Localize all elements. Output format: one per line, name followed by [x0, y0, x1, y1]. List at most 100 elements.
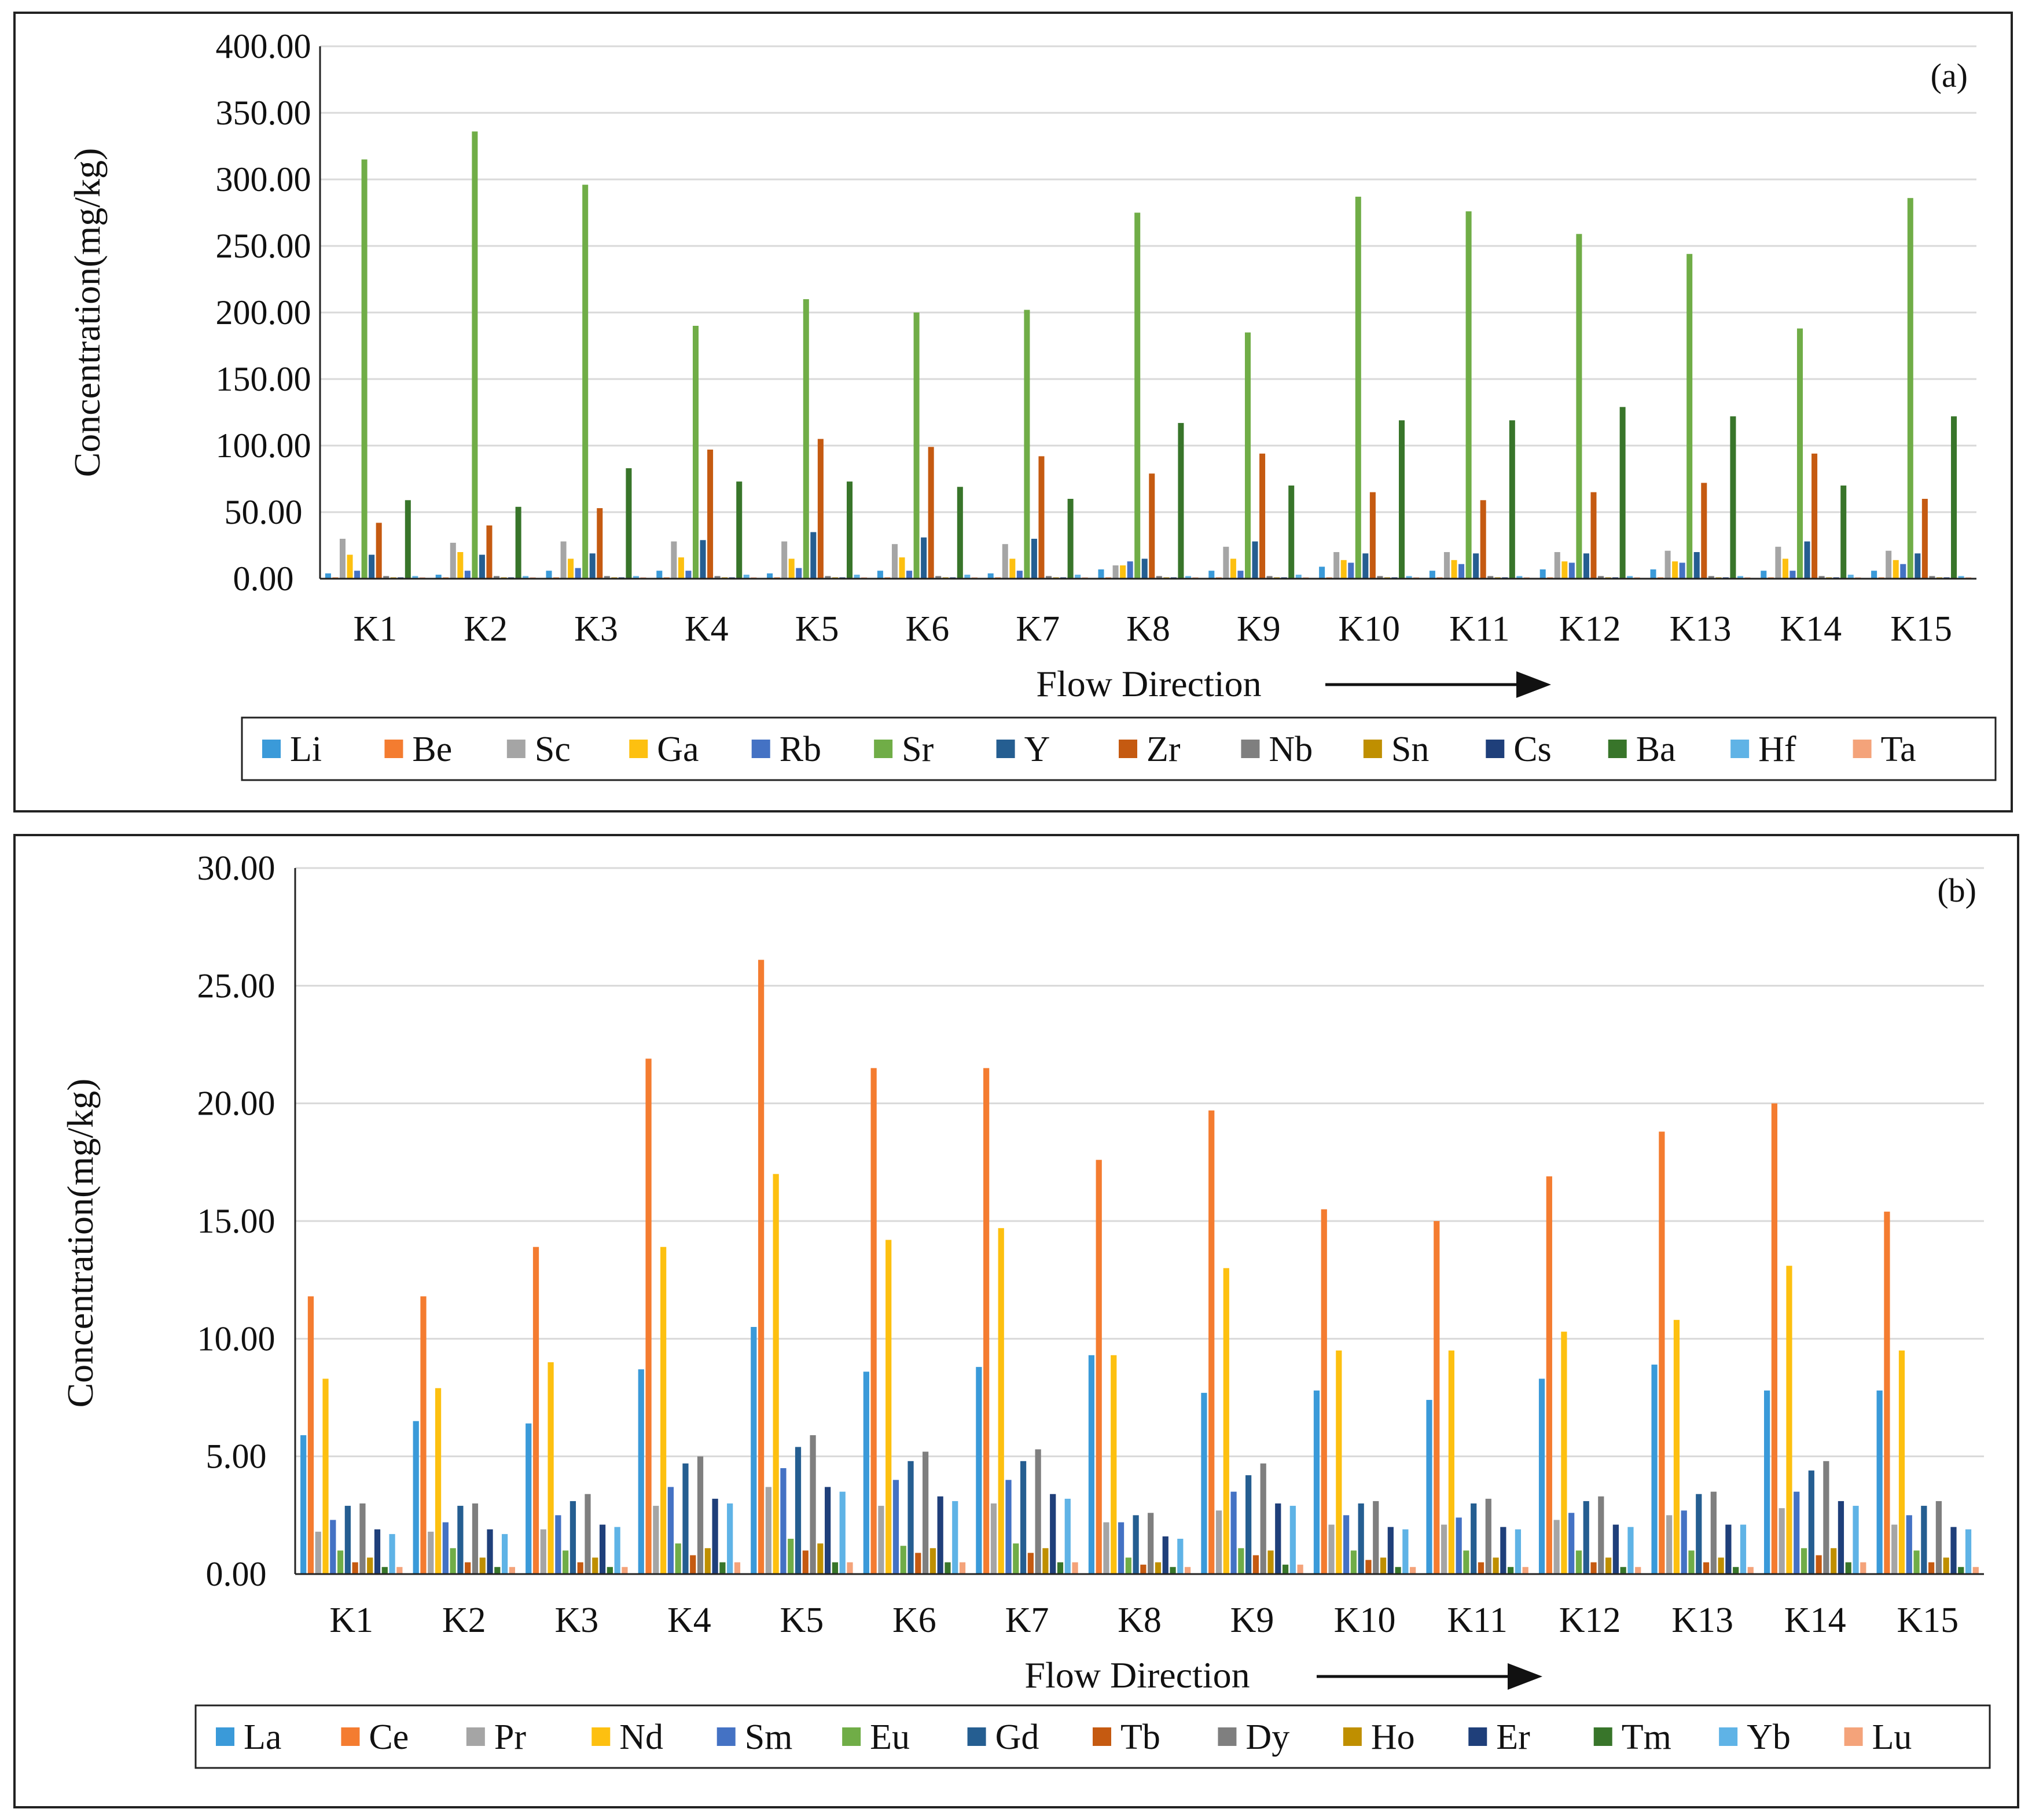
bar-ga-k2: [457, 552, 464, 579]
bar-y-k2: [479, 554, 485, 579]
bar-hf-k2: [523, 576, 529, 579]
bar-rb-k8: [1127, 561, 1133, 579]
bar-er-k2: [487, 1529, 493, 1574]
bar-rb-k1: [354, 571, 361, 579]
bar-sm-k5: [780, 1468, 787, 1574]
bar-nb-k3: [604, 576, 610, 579]
bar-sc-k14: [1775, 546, 1781, 579]
legend-label-sr: Sr: [902, 730, 934, 769]
bar-y-k13: [1693, 552, 1700, 579]
bar-lu-k1: [396, 1567, 403, 1574]
bar-tb-k14: [1816, 1555, 1822, 1574]
bar-sr-k14: [1796, 328, 1803, 579]
legend-label-hf: Hf: [1758, 730, 1796, 769]
bar-ce-k6: [870, 1068, 877, 1574]
bar-nd-k5: [773, 1174, 779, 1574]
bar-lu-k9: [1297, 1564, 1303, 1574]
bar-tb-k6: [915, 1553, 921, 1574]
bar-er-k12: [1612, 1524, 1619, 1574]
bar-pr-k8: [1103, 1522, 1109, 1574]
bar-ga-k11: [1451, 560, 1457, 579]
bar-eu-k3: [563, 1550, 569, 1574]
y-tick-label: 50.00: [225, 493, 303, 531]
bar-tb-k2: [465, 1562, 471, 1574]
bar-sc-k1: [339, 539, 346, 579]
y-tick-label: 350.00: [216, 94, 311, 132]
bar-y-k14: [1804, 541, 1810, 579]
bar-hf-k14: [1847, 575, 1854, 579]
legend-swatch-nd: [591, 1727, 611, 1746]
bar-dy-k6: [922, 1451, 929, 1574]
bar-ho-k5: [817, 1543, 824, 1574]
bar-eu-k13: [1688, 1550, 1695, 1574]
y-tick-label: 10.00: [197, 1319, 275, 1358]
bar-y-k4: [700, 540, 706, 579]
y-tick-label: 250.00: [216, 227, 311, 265]
legend-swatch-er: [1468, 1727, 1487, 1746]
bar-hf-k5: [854, 575, 860, 579]
bar-yb-k8: [1177, 1539, 1184, 1574]
bar-nd-k4: [660, 1247, 667, 1574]
bar-lu-k6: [959, 1562, 966, 1574]
bar-sm-k6: [892, 1480, 899, 1574]
bar-zr-k12: [1590, 492, 1597, 579]
bar-yb-k4: [727, 1503, 733, 1574]
legend-swatch-gd: [967, 1727, 986, 1746]
bar-tm-k5: [832, 1562, 839, 1574]
legend-swatch-dy: [1218, 1727, 1237, 1746]
bar-dy-k4: [697, 1456, 704, 1574]
legend-swatch-zr: [1119, 740, 1137, 758]
bar-li-k12: [1539, 569, 1546, 579]
bar-y-k3: [589, 553, 596, 579]
bar-ga-k13: [1672, 561, 1678, 579]
panel-b-x-ticks: K1 K2 K3 K4 K5 K6 K7 K8 K9 K10 K11 K12 K13 K14 K15: [329, 1601, 1958, 1640]
bar-zr-k13: [1701, 483, 1707, 579]
bar-er-k15: [1950, 1527, 1957, 1574]
bar-yb-k10: [1402, 1529, 1409, 1574]
bar-sc-k5: [781, 541, 788, 579]
bar-ce-k1: [307, 1296, 314, 1574]
bar-yb-k11: [1515, 1529, 1522, 1574]
y-tick-label: 0.00: [233, 560, 294, 598]
bar-sr-k3: [582, 185, 589, 579]
bar-sc-k4: [671, 541, 677, 579]
bar-la-k8: [1088, 1355, 1095, 1574]
bar-ce-k9: [1208, 1110, 1215, 1574]
legend-label-sn: Sn: [1391, 730, 1429, 769]
bar-sr-k12: [1576, 234, 1582, 579]
bar-eu-k1: [337, 1550, 344, 1574]
bar-pr-k13: [1666, 1515, 1673, 1574]
bar-sm-k14: [1794, 1491, 1800, 1574]
legend-swatch-y: [996, 740, 1015, 758]
legend-label-zr: Zr: [1147, 730, 1181, 769]
bar-pr-k4: [653, 1506, 659, 1574]
bar-lu-k4: [734, 1562, 741, 1574]
bar-ba-k12: [1619, 407, 1626, 579]
x-tick-label: K11: [1449, 609, 1509, 649]
chart-panel-b: 0.00 5.00 10.00 15.00 20.00 25.00 30.00 K1 K2 K3…: [13, 834, 2019, 1808]
bar-er-k1: [374, 1529, 381, 1574]
bar-y-k1: [369, 554, 375, 579]
bar-lu-k12: [1635, 1567, 1641, 1574]
bar-ba-k1: [405, 500, 411, 579]
legend-swatch-ga: [629, 740, 648, 758]
bar-rb-k12: [1568, 562, 1575, 579]
bar-la-k12: [1538, 1378, 1545, 1574]
bar-nd-k13: [1673, 1319, 1680, 1574]
y-tick-label: 0.00: [206, 1555, 267, 1593]
bar-ga-k7: [1009, 558, 1016, 579]
bar-li-k4: [656, 571, 663, 579]
bar-y-k5: [810, 532, 817, 579]
bar-ba-k8: [1178, 422, 1184, 579]
panel-b-legend: La Ce Pr Nd Sm Eu Gd Tb Dy Ho Er Tm Yb Lu: [216, 1718, 1912, 1757]
legend-label-gd: Gd: [995, 1718, 1039, 1757]
bar-li-k2: [435, 575, 442, 579]
bar-nb-k10: [1377, 576, 1383, 579]
legend-swatch-lu: [1844, 1727, 1863, 1746]
panel-a-bars: [325, 131, 1972, 579]
x-tick-label: K9: [1230, 1601, 1274, 1640]
y-tick-label: 100.00: [216, 426, 311, 465]
bar-la-k7: [976, 1367, 982, 1574]
bar-zr-k4: [707, 449, 714, 579]
